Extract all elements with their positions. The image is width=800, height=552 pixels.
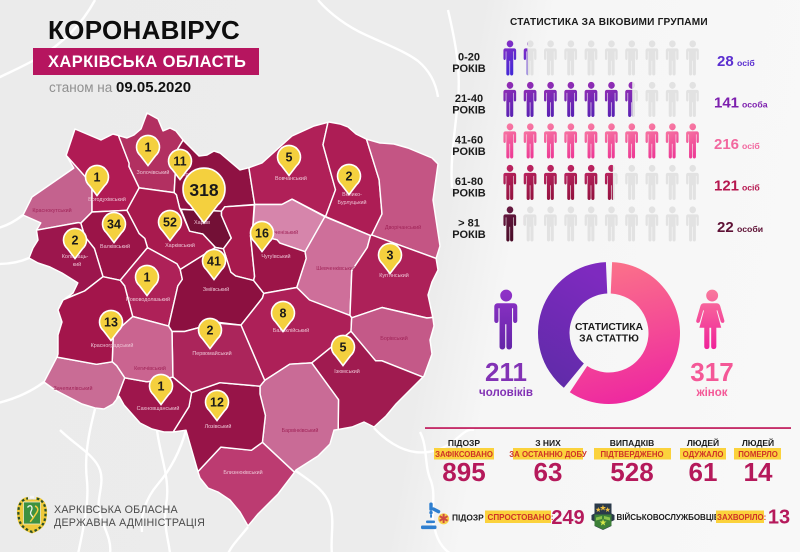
svg-text:14: 14: [744, 457, 773, 487]
svg-text:Борівський: Борівський: [380, 335, 407, 342]
svg-text:Дворічанський: Дворічанський: [385, 224, 421, 231]
svg-text:1: 1: [145, 141, 152, 155]
svg-text:0-20: 0-20: [458, 52, 480, 64]
svg-text:Зачепилівський: Зачепилівський: [54, 385, 93, 392]
svg-text:63: 63: [534, 457, 563, 487]
svg-text:★: ★: [605, 506, 611, 514]
svg-text:34: 34: [107, 218, 121, 232]
svg-text:ВІЙСЬКОВОСЛУЖБОВЦІВ: ВІЙСЬКОВОСЛУЖБОВЦІВ: [617, 513, 720, 522]
svg-text:ВИПАДКІВ: ВИПАДКІВ: [610, 438, 655, 448]
svg-text:З НИХ: З НИХ: [535, 438, 561, 448]
svg-text:РОКІВ: РОКІВ: [452, 63, 486, 75]
svg-text:ЗАФІКСОВАНО: ЗАФІКСОВАНО: [435, 450, 493, 459]
svg-text:Краснокутський: Краснокутський: [32, 207, 71, 214]
svg-text:ЛЮДЕЙ: ЛЮДЕЙ: [742, 437, 774, 448]
svg-text:5: 5: [286, 151, 293, 165]
svg-text:РОКІВ: РОКІВ: [452, 188, 486, 200]
svg-text:✱: ✱: [438, 512, 449, 526]
svg-text:318: 318: [189, 180, 218, 200]
svg-text:2: 2: [346, 170, 353, 184]
svg-text:61-80: 61-80: [455, 176, 483, 188]
svg-text:СТАТИСТИКА: СТАТИСТИКА: [575, 322, 644, 333]
svg-text:Ізюмський: Ізюмський: [334, 368, 360, 375]
svg-text:Харків: Харків: [194, 220, 210, 226]
svg-text:2: 2: [72, 234, 79, 248]
svg-text:528: 528: [610, 457, 653, 487]
svg-text:895: 895: [442, 457, 485, 487]
svg-text:Сахновщанський: Сахновщанський: [137, 405, 180, 412]
svg-text:★: ★: [595, 506, 601, 514]
svg-text:Зміївський: Зміївський: [203, 286, 229, 293]
svg-text:Велико-: Велико-: [342, 192, 362, 198]
svg-text:ОДУЖАЛО: ОДУЖАЛО: [683, 450, 724, 459]
svg-text:Балаклійський: Балаклійський: [273, 327, 309, 334]
svg-text:РОКІВ: РОКІВ: [452, 146, 486, 158]
svg-text:РОКІВ: РОКІВ: [452, 229, 486, 241]
svg-text:Куп'янський: Куп'янський: [379, 272, 409, 279]
svg-text:ЗА ОСТАННЮ ДОБУ: ЗА ОСТАННЮ ДОБУ: [509, 450, 587, 459]
svg-text:чоловіків: чоловіків: [479, 387, 533, 399]
svg-text:3: 3: [387, 249, 394, 263]
svg-text:Первомайський: Первомайський: [192, 350, 231, 357]
svg-text:1: 1: [94, 171, 101, 185]
svg-text:Валківський: Валківський: [100, 243, 130, 250]
svg-text:Чугуївський: Чугуївський: [261, 253, 290, 260]
svg-text:5: 5: [340, 341, 347, 355]
svg-text:Шевченківський: Шевченківський: [316, 265, 356, 272]
svg-text:216: 216: [714, 136, 739, 153]
svg-text:РОКІВ: РОКІВ: [452, 105, 486, 117]
svg-text:ПІДТВЕРДЖЕНО: ПІДТВЕРДЖЕНО: [600, 450, 663, 459]
svg-text:41-60: 41-60: [455, 135, 483, 147]
svg-text:317: 317: [690, 357, 733, 387]
svg-text:жінок: жінок: [695, 387, 727, 399]
svg-text:11: 11: [173, 155, 186, 169]
svg-text:21-40: 21-40: [455, 93, 483, 105]
svg-text:Кегичівський: Кегичівський: [134, 365, 166, 372]
svg-text:2: 2: [207, 324, 214, 338]
svg-text:28: 28: [717, 53, 734, 70]
svg-text:СПРОСТОВАНО:: СПРОСТОВАНО:: [488, 513, 554, 522]
svg-text:Нововодолазький: Нововодолазький: [126, 296, 170, 303]
svg-text:Бурлуцький: Бурлуцький: [338, 199, 367, 206]
svg-text:осіб: осіб: [742, 141, 760, 151]
svg-text:61: 61: [689, 457, 718, 487]
svg-text:ЗАХВОРІЛО:: ЗАХВОРІЛО:: [717, 513, 766, 522]
svg-text:12: 12: [210, 396, 224, 410]
svg-text:Вовчанський: Вовчанський: [275, 175, 307, 182]
svg-text:ЛЮДЕЙ: ЛЮДЕЙ: [687, 437, 719, 448]
svg-text:13: 13: [104, 316, 118, 330]
svg-text:52: 52: [163, 216, 177, 230]
svg-text:кий: кий: [73, 261, 81, 268]
svg-text:Лозівський: Лозівський: [205, 423, 232, 430]
svg-text:1: 1: [144, 271, 151, 285]
svg-text:Богодухівський: Богодухівський: [88, 196, 126, 203]
svg-text:Печенізький: Печенізький: [268, 229, 298, 236]
svg-text:Золочівський: Золочівський: [137, 169, 170, 176]
svg-text:141: 141: [714, 95, 739, 112]
svg-text:осіб: осіб: [737, 58, 755, 68]
svg-text:Харківський: Харківський: [165, 242, 195, 249]
svg-text:особа: особа: [742, 100, 768, 110]
svg-text:★: ★: [599, 504, 606, 513]
svg-text:8: 8: [280, 307, 287, 321]
svg-text:★: ★: [599, 518, 607, 528]
svg-text:ПОМЕРЛО: ПОМЕРЛО: [738, 450, 778, 459]
svg-text:13: 13: [768, 507, 790, 529]
svg-text:Красноградський: Красноградський: [91, 342, 134, 349]
svg-text:16: 16: [255, 227, 269, 241]
svg-text:ЗА СТАТТЮ: ЗА СТАТТЮ: [579, 334, 639, 345]
svg-text:ПІДОЗР: ПІДОЗР: [448, 438, 480, 448]
svg-text:249: 249: [551, 507, 584, 529]
svg-text:Барвінківський: Барвінківський: [282, 427, 319, 434]
svg-text:> 81: > 81: [458, 218, 480, 230]
svg-text:Близнюківський: Близнюківський: [223, 469, 262, 476]
svg-text:ПІДОЗР: ПІДОЗР: [452, 512, 484, 522]
svg-text:211: 211: [485, 357, 527, 387]
svg-text:1: 1: [158, 380, 165, 394]
svg-text:121: 121: [714, 178, 739, 195]
svg-text:особи: особи: [737, 224, 763, 234]
svg-text:41: 41: [207, 255, 221, 269]
svg-text:22: 22: [717, 219, 734, 236]
svg-text:осіб: осіб: [742, 183, 760, 193]
